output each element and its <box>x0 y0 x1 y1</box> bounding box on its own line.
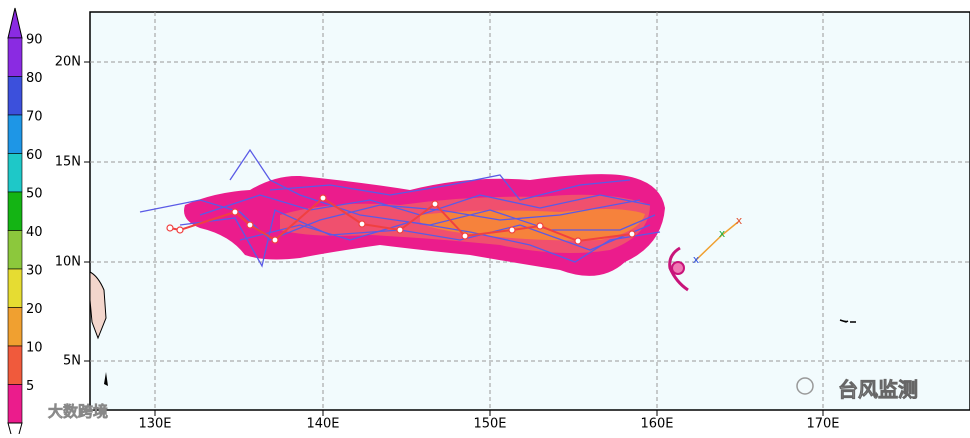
colorbar-swatch <box>7 307 23 347</box>
colorbar-swatch <box>7 268 23 308</box>
colorbar-label: 50 <box>26 187 43 202</box>
colorbar-bottom <box>7 422 23 438</box>
colorbar-label: 90 <box>26 33 43 48</box>
colorbar-swatch <box>7 230 23 270</box>
latitude-label: 15N <box>55 155 81 170</box>
colorbar-label: 5 <box>26 379 34 394</box>
latitude-label: 10N <box>55 255 81 270</box>
colorbar-swatch <box>7 76 23 116</box>
latitude-label: 5N <box>63 354 81 369</box>
colorbar-swatch <box>7 345 23 385</box>
forecast-track <box>695 221 739 261</box>
colorbar-swatch <box>7 384 23 424</box>
track-points <box>166 194 636 245</box>
longitude-label: 130E <box>138 417 171 432</box>
colorbar-label: 20 <box>26 302 43 317</box>
colorbar-swatch <box>7 191 23 231</box>
typhoon-icon <box>668 246 689 292</box>
island <box>839 319 856 323</box>
colorbar-label: 40 <box>26 225 43 240</box>
longitude-label: 170E <box>806 417 839 432</box>
colorbar-label: 60 <box>26 148 43 163</box>
colorbar-label: 10 <box>26 341 43 356</box>
colorbar-swatch <box>7 114 23 154</box>
colorbar-top <box>7 7 23 39</box>
longitude-label: 140E <box>306 417 339 432</box>
island <box>104 372 108 386</box>
land <box>89 271 107 340</box>
watermark-icon <box>796 377 814 395</box>
colorbar-swatch <box>7 37 23 77</box>
colorbar: 90 80 70 60 50 40 30 20 10 5 <box>7 7 43 438</box>
longitude-label: 160E <box>640 417 673 432</box>
longitude-label: 150E <box>473 417 506 432</box>
latitude-label: 20N <box>55 55 81 70</box>
colorbar-label: 80 <box>26 71 43 86</box>
forecast-mark: x <box>736 214 743 227</box>
colorbar-label: 70 <box>26 110 43 125</box>
forecast-mark: x <box>719 227 726 240</box>
colorbar-label: 30 <box>26 264 43 279</box>
watermark: 台风监测 <box>838 378 918 402</box>
watermark: 大数跨境 <box>48 403 108 421</box>
forecast-mark: x <box>693 253 700 266</box>
colorbar-swatch <box>7 153 23 193</box>
